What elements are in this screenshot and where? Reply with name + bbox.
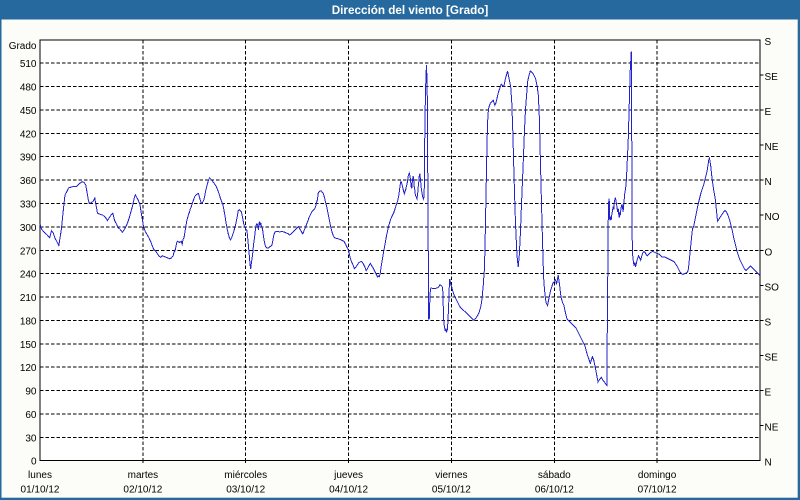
svg-text:480: 480 — [20, 83, 37, 94]
svg-text:0: 0 — [31, 457, 37, 468]
svg-text:sábado: sábado — [538, 470, 571, 481]
svg-text:360: 360 — [20, 176, 37, 187]
svg-text:390: 390 — [20, 153, 37, 164]
svg-text:240: 240 — [20, 270, 37, 281]
svg-text:N: N — [765, 177, 772, 188]
svg-text:60: 60 — [25, 410, 37, 421]
svg-text:Grado: Grado — [9, 41, 37, 52]
svg-text:N: N — [765, 458, 772, 469]
svg-text:420: 420 — [20, 129, 37, 140]
svg-text:150: 150 — [20, 340, 37, 351]
svg-text:NO: NO — [765, 212, 780, 223]
svg-text:02/10/12: 02/10/12 — [123, 485, 162, 496]
svg-text:lunes: lunes — [28, 470, 52, 481]
svg-text:SE: SE — [765, 352, 779, 363]
svg-text:miércoles: miércoles — [224, 470, 267, 481]
svg-text:120: 120 — [20, 363, 37, 374]
svg-text:300: 300 — [20, 223, 37, 234]
svg-text:180: 180 — [20, 316, 37, 327]
svg-text:210: 210 — [20, 293, 37, 304]
svg-text:SO: SO — [765, 282, 780, 293]
svg-text:01/10/12: 01/10/12 — [21, 485, 60, 496]
svg-text:E: E — [765, 107, 772, 118]
svg-text:Dirección del viento [Grado]: Dirección del viento [Grado] — [332, 4, 489, 17]
svg-text:510: 510 — [20, 59, 37, 70]
svg-text:viernes: viernes — [435, 470, 467, 481]
svg-text:04/10/12: 04/10/12 — [329, 485, 368, 496]
svg-text:270: 270 — [20, 246, 37, 257]
svg-text:NE: NE — [765, 142, 779, 153]
svg-text:jueves: jueves — [333, 470, 363, 481]
svg-text:330: 330 — [20, 199, 37, 210]
svg-text:martes: martes — [128, 470, 159, 481]
svg-text:06/10/12: 06/10/12 — [535, 485, 574, 496]
svg-text:S: S — [765, 37, 772, 48]
svg-text:30: 30 — [25, 433, 37, 444]
svg-text:450: 450 — [20, 106, 37, 117]
svg-text:domingo: domingo — [638, 470, 677, 481]
svg-text:07/10/12: 07/10/12 — [638, 485, 677, 496]
svg-text:NE: NE — [765, 423, 779, 434]
svg-text:SE: SE — [765, 72, 779, 83]
svg-text:90: 90 — [25, 387, 37, 398]
svg-text:S: S — [765, 317, 772, 328]
svg-text:05/10/12: 05/10/12 — [432, 485, 471, 496]
svg-text:03/10/12: 03/10/12 — [226, 485, 265, 496]
svg-text:E: E — [765, 388, 772, 399]
svg-text:O: O — [765, 247, 773, 258]
